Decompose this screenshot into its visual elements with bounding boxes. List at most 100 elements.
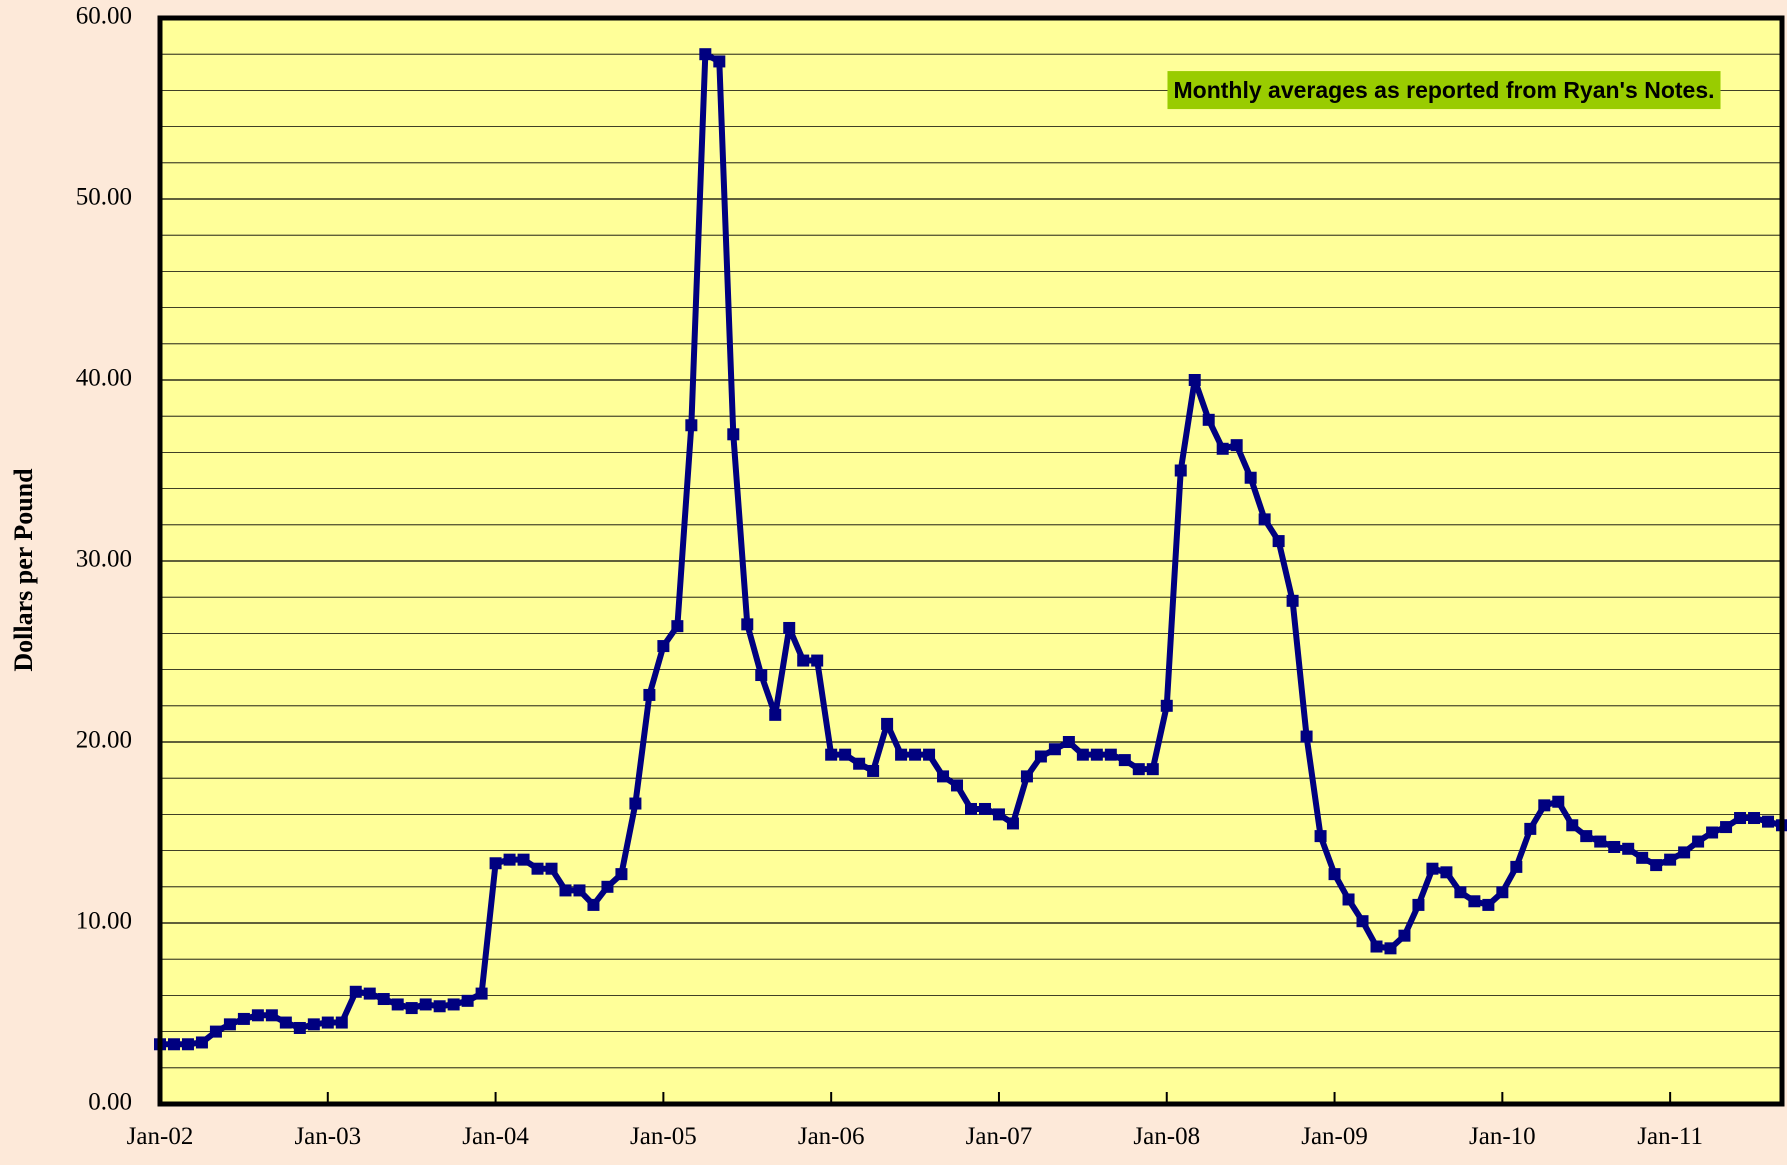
data-point xyxy=(1734,812,1747,825)
data-point xyxy=(559,884,572,897)
x-tick-label: Jan-05 xyxy=(630,1123,697,1150)
data-point xyxy=(1524,822,1537,835)
x-tick-label: Jan-10 xyxy=(1469,1123,1536,1150)
data-point xyxy=(265,1009,278,1022)
x-tick-label: Jan-09 xyxy=(1301,1123,1368,1150)
data-point xyxy=(881,717,894,730)
data-point xyxy=(433,1000,446,1013)
data-point xyxy=(447,998,460,1011)
data-point xyxy=(545,862,558,875)
data-point xyxy=(1342,893,1355,906)
data-point xyxy=(307,1018,320,1031)
data-point xyxy=(1202,413,1215,426)
x-tick-label: Jan-08 xyxy=(1133,1123,1200,1150)
y-tick-label: 0.00 xyxy=(88,1089,132,1116)
data-point xyxy=(1678,846,1691,859)
data-point xyxy=(1482,898,1495,911)
data-point xyxy=(1244,471,1257,484)
data-point xyxy=(1006,817,1019,830)
data-point xyxy=(209,1025,222,1038)
data-point xyxy=(978,802,991,815)
data-point xyxy=(839,748,852,761)
data-point xyxy=(615,868,628,881)
data-point xyxy=(825,748,838,761)
data-point xyxy=(419,998,432,1011)
data-point xyxy=(797,654,810,667)
data-point xyxy=(1020,770,1033,783)
data-point xyxy=(657,640,670,653)
data-point xyxy=(531,862,544,875)
data-point xyxy=(1622,842,1635,855)
data-point xyxy=(741,618,754,631)
data-point xyxy=(895,748,908,761)
y-tick-label: 30.00 xyxy=(76,546,132,573)
data-point xyxy=(1174,464,1187,477)
data-point xyxy=(1104,748,1117,761)
data-point xyxy=(391,998,404,1011)
data-point xyxy=(1566,819,1579,832)
data-point xyxy=(349,985,362,998)
plot-frame xyxy=(157,15,1785,1107)
data-point xyxy=(965,802,977,815)
data-point xyxy=(727,428,740,441)
data-point xyxy=(1650,859,1663,872)
data-point xyxy=(503,853,516,866)
data-point xyxy=(1370,940,1383,953)
data-point xyxy=(1132,763,1145,776)
y-tick-label: 20.00 xyxy=(76,727,132,754)
data-point xyxy=(1062,736,1075,748)
data-point xyxy=(1384,942,1397,955)
data-point xyxy=(237,1012,250,1025)
data-point xyxy=(951,779,964,792)
data-point xyxy=(573,884,586,897)
data-point xyxy=(685,419,698,432)
data-point xyxy=(1258,513,1271,526)
data-point xyxy=(1552,795,1565,808)
data-point xyxy=(1440,866,1453,879)
data-point xyxy=(1720,821,1733,834)
x-tick-label: Jan-11 xyxy=(1637,1123,1703,1150)
annotation: Monthly averages as reported from Ryan's… xyxy=(1173,77,1714,103)
data-point xyxy=(937,770,950,783)
data-point xyxy=(1426,862,1439,875)
y-tick-label: 40.00 xyxy=(76,365,132,392)
data-point xyxy=(293,1021,306,1034)
data-point xyxy=(1272,535,1285,548)
data-point xyxy=(1160,699,1173,712)
data-point xyxy=(167,1038,180,1051)
data-point xyxy=(1412,898,1425,911)
data-point xyxy=(811,654,824,667)
data-point xyxy=(279,1016,292,1029)
data-point xyxy=(1090,748,1103,761)
data-point xyxy=(1230,439,1243,452)
x-tick-label: Jan-02 xyxy=(127,1123,194,1150)
data-point xyxy=(405,1002,418,1015)
data-point xyxy=(1594,835,1607,848)
data-point xyxy=(321,1016,334,1029)
data-point xyxy=(1664,853,1677,866)
data-point xyxy=(1454,886,1467,899)
data-point xyxy=(1188,374,1201,386)
data-point xyxy=(1076,748,1089,761)
x-tick-label: Jan-04 xyxy=(462,1123,529,1150)
data-point xyxy=(713,55,726,68)
x-tick-label: Jan-07 xyxy=(966,1123,1033,1150)
data-point xyxy=(517,853,530,866)
data-point xyxy=(1692,835,1705,848)
data-point xyxy=(1314,830,1327,843)
data-point xyxy=(755,669,768,682)
data-point xyxy=(1146,763,1159,776)
data-point xyxy=(1580,830,1593,843)
data-point xyxy=(1398,929,1411,942)
data-point xyxy=(909,748,922,761)
data-point xyxy=(461,994,474,1007)
data-point xyxy=(769,708,782,721)
data-point xyxy=(992,808,1005,821)
data-point xyxy=(223,1018,236,1031)
data-point xyxy=(601,880,614,893)
y-tick-label: 50.00 xyxy=(76,184,132,211)
data-point xyxy=(671,620,684,633)
data-point xyxy=(1538,799,1551,812)
x-tick-label: Jan-03 xyxy=(294,1123,361,1150)
